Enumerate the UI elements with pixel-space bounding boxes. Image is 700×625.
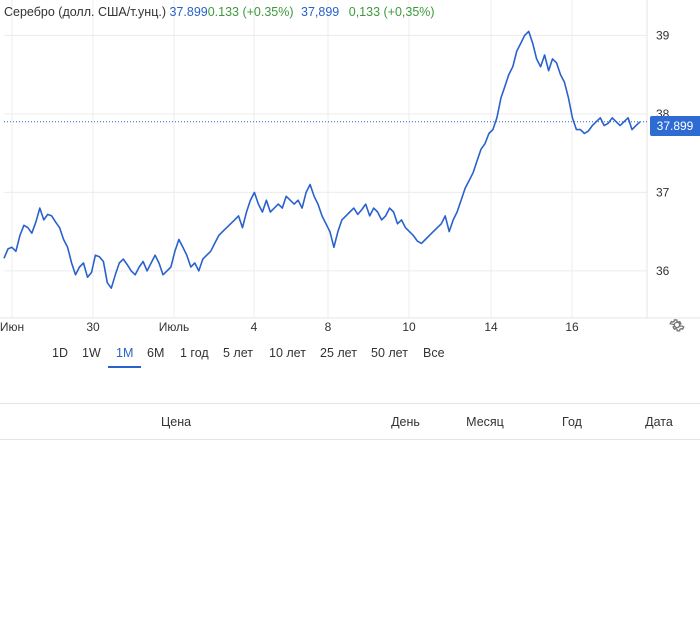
last-price-tag: 37.899 bbox=[650, 116, 700, 136]
period-1m[interactable]: 1M bbox=[108, 346, 142, 368]
x-tick-label: 10 bbox=[402, 320, 416, 334]
period-1d[interactable]: 1D bbox=[52, 346, 68, 360]
header-month: Месяц bbox=[444, 403, 526, 440]
series-line bbox=[3, 30, 641, 290]
header-price: Цена bbox=[153, 403, 255, 440]
legend-price: 37.899 bbox=[169, 5, 208, 19]
header-name bbox=[0, 403, 153, 440]
chart-legend: Серебро (долл. США/т.унц.) 37.8990.133 (… bbox=[4, 5, 435, 19]
header-arrow bbox=[255, 403, 282, 440]
period-50y[interactable]: 50 лет bbox=[371, 346, 408, 360]
legend-title: Серебро (долл. США/т.унц.) bbox=[4, 5, 166, 19]
y-tick-label: 36 bbox=[656, 264, 670, 278]
period-all[interactable]: Все bbox=[423, 346, 445, 360]
price-chart[interactable]: 36 37 38 39 Июн 30 Июль 4 8 10 14 16 Серебро (долл.… bbox=[0, 0, 700, 340]
table-header: Цена День Месяц Год Дата bbox=[0, 403, 700, 440]
commodities-table: Цена День Месяц Год Дата bbox=[0, 403, 700, 440]
x-tick-label: 4 bbox=[251, 320, 258, 334]
header-day: День bbox=[367, 403, 444, 440]
gear-icon[interactable] bbox=[668, 316, 686, 334]
x-tick-label: 8 bbox=[325, 320, 332, 334]
legend-price-ru: 37,899 bbox=[301, 5, 340, 19]
header-date: Дата bbox=[618, 403, 700, 440]
period-6m[interactable]: 6M bbox=[147, 346, 165, 360]
period-1y[interactable]: 1 год bbox=[180, 346, 209, 360]
header-year: Год bbox=[526, 403, 618, 440]
header-change bbox=[282, 403, 367, 440]
y-tick-label: 39 bbox=[656, 28, 670, 42]
x-tick-label: 16 bbox=[565, 320, 579, 334]
legend-change-ru: 0,133 (+0,35%) bbox=[348, 5, 435, 19]
period-25y[interactable]: 25 лет bbox=[320, 346, 357, 360]
period-10y[interactable]: 10 лет bbox=[269, 346, 306, 360]
x-tick-label: 14 bbox=[484, 320, 498, 334]
x-tick-label: Июн bbox=[0, 320, 24, 334]
x-tick-label: 30 bbox=[86, 320, 100, 334]
x-tick-label: Июль bbox=[159, 320, 190, 334]
legend-change: 0.133 (+0.35%) bbox=[207, 5, 294, 19]
y-tick-label: 37 bbox=[656, 185, 670, 199]
period-selector: 1D 1W 1M 6M 1 год 5 лет 10 лет 25 лет 50… bbox=[0, 340, 700, 368]
period-5y[interactable]: 5 лет bbox=[223, 346, 253, 360]
period-1w[interactable]: 1W bbox=[82, 346, 101, 360]
